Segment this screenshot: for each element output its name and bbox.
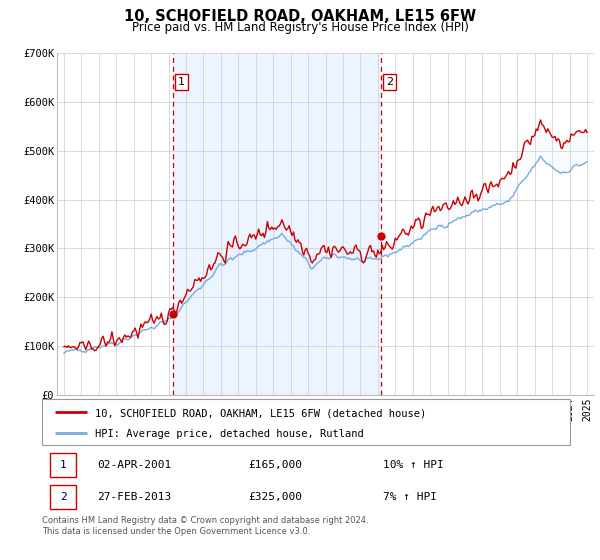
Text: 1: 1	[178, 77, 185, 87]
Text: 10% ↑ HPI: 10% ↑ HPI	[383, 460, 443, 470]
Text: 2: 2	[386, 77, 393, 87]
Text: 10, SCHOFIELD ROAD, OAKHAM, LE15 6FW: 10, SCHOFIELD ROAD, OAKHAM, LE15 6FW	[124, 9, 476, 24]
Bar	[173, 53, 380, 395]
Bar	[50, 454, 76, 477]
Bar	[50, 485, 76, 508]
Text: 2: 2	[60, 492, 67, 502]
FancyBboxPatch shape	[42, 399, 570, 445]
Text: 02-APR-2001: 02-APR-2001	[97, 460, 172, 470]
Text: 1: 1	[60, 460, 67, 470]
Text: Contains HM Land Registry data © Crown copyright and database right 2024.
This d: Contains HM Land Registry data © Crown c…	[42, 516, 368, 536]
Text: 7% ↑ HPI: 7% ↑ HPI	[383, 492, 437, 502]
Text: HPI: Average price, detached house, Rutland: HPI: Average price, detached house, Rutl…	[95, 429, 364, 438]
Text: £165,000: £165,000	[248, 460, 302, 470]
Text: 27-FEB-2013: 27-FEB-2013	[97, 492, 172, 502]
Text: 10, SCHOFIELD ROAD, OAKHAM, LE15 6FW (detached house): 10, SCHOFIELD ROAD, OAKHAM, LE15 6FW (de…	[95, 408, 426, 418]
Text: Price paid vs. HM Land Registry's House Price Index (HPI): Price paid vs. HM Land Registry's House …	[131, 21, 469, 34]
Text: £325,000: £325,000	[248, 492, 302, 502]
